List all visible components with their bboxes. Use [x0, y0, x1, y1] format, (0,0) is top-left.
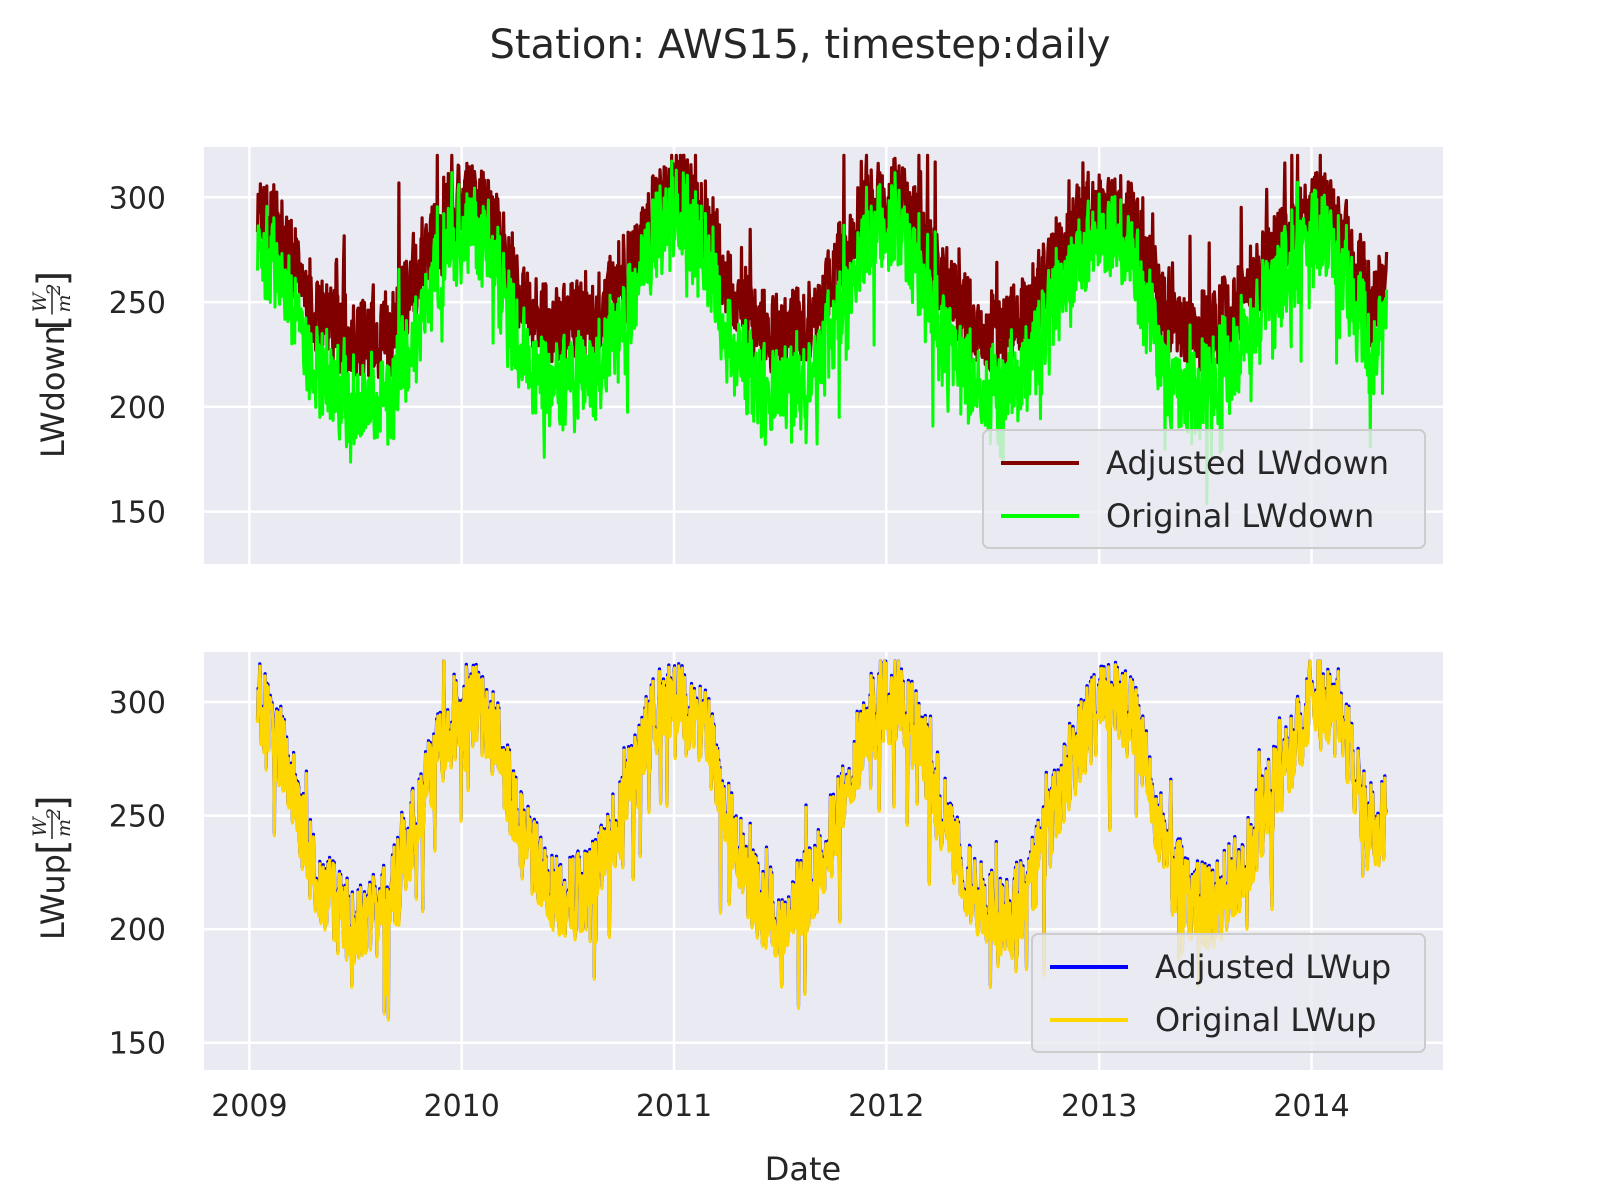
y-axis-unit-bracket-open-lwdown: [	[30, 315, 76, 331]
y-tick-label: 250	[109, 800, 166, 835]
legend-label-original-lwdown: Original LWdown	[1106, 497, 1374, 535]
chart-panel-lwup: 2009 2010 2011 2012 2013 2014 150 200 250 300 LWu…	[29, 652, 1443, 1124]
y-tick-label: 200	[109, 391, 166, 426]
figure-title: Station: AWS15, timestep:daily	[489, 22, 1110, 68]
y-axis-unit-numerator-lwdown: W	[29, 291, 51, 312]
x-tick-label: 2012	[848, 1089, 924, 1124]
legend-label-adjusted-lwup: Adjusted LWup	[1155, 948, 1391, 986]
y-tick-label: 200	[109, 913, 166, 948]
x-tick-label: 2014	[1273, 1089, 1349, 1124]
series-line-original-lwdown	[256, 159, 1389, 506]
chart-panel-lwdown: 150 200 250 300 LWdown [ W m 2 ] Adjusted L…	[29, 147, 1443, 564]
legend-lwup: Adjusted LWup Original LWup	[1031, 933, 1426, 1053]
y-axis-label-text-lwup: LWup	[34, 854, 72, 940]
legend-label-original-lwup: Original LWup	[1155, 1001, 1376, 1039]
y-axis-unit-denominator-lwup: m	[53, 819, 75, 837]
y-tick-label: 300	[109, 181, 166, 216]
x-tick-label: 2010	[424, 1089, 500, 1124]
legend-box-lwup	[1031, 933, 1426, 1053]
y-tick-label: 250	[109, 286, 166, 321]
y-axis-unit-numerator-lwup: W	[29, 816, 51, 837]
legend-label-adjusted-lwdown: Adjusted LWdown	[1106, 444, 1389, 482]
y-axis-unit-bracket-close-lwdown: ]	[30, 271, 76, 287]
x-tick-label: 2011	[636, 1089, 712, 1124]
x-axis-label: Date	[765, 1150, 841, 1188]
y-axis-unit-denominator-lwdown: m	[53, 294, 75, 312]
x-tick-label: 2009	[211, 1089, 287, 1124]
y-axis-unit-bracket-open-lwup: [	[30, 839, 76, 855]
y-axis-label-lwdown: LWdown [ W m 2 ]	[29, 271, 76, 458]
y-tick-label: 300	[109, 686, 166, 721]
y-axis-label-text-lwdown: LWdown	[34, 325, 72, 458]
legend-box-lwdown	[982, 429, 1426, 549]
x-tick-label: 2013	[1061, 1089, 1137, 1124]
y-tick-label: 150	[109, 1027, 166, 1062]
ticks-lwup: 2009 2010 2011 2012 2013 2014 150 200 250 300	[109, 686, 1350, 1124]
y-axis-unit-bracket-close-lwup: ]	[30, 795, 76, 811]
y-axis-label-lwup: LWup [ W m 2 ]	[29, 795, 76, 940]
series-lwdown	[255, 153, 1389, 506]
ticks-lwdown: 150 200 250 300	[109, 181, 166, 530]
y-tick-label: 150	[109, 496, 166, 531]
y-axis-unit-power-lwdown: 2	[43, 283, 65, 296]
legend-lwdown: Adjusted LWdown Original LWdown	[982, 429, 1426, 549]
y-axis-unit-power-lwup: 2	[43, 808, 65, 821]
